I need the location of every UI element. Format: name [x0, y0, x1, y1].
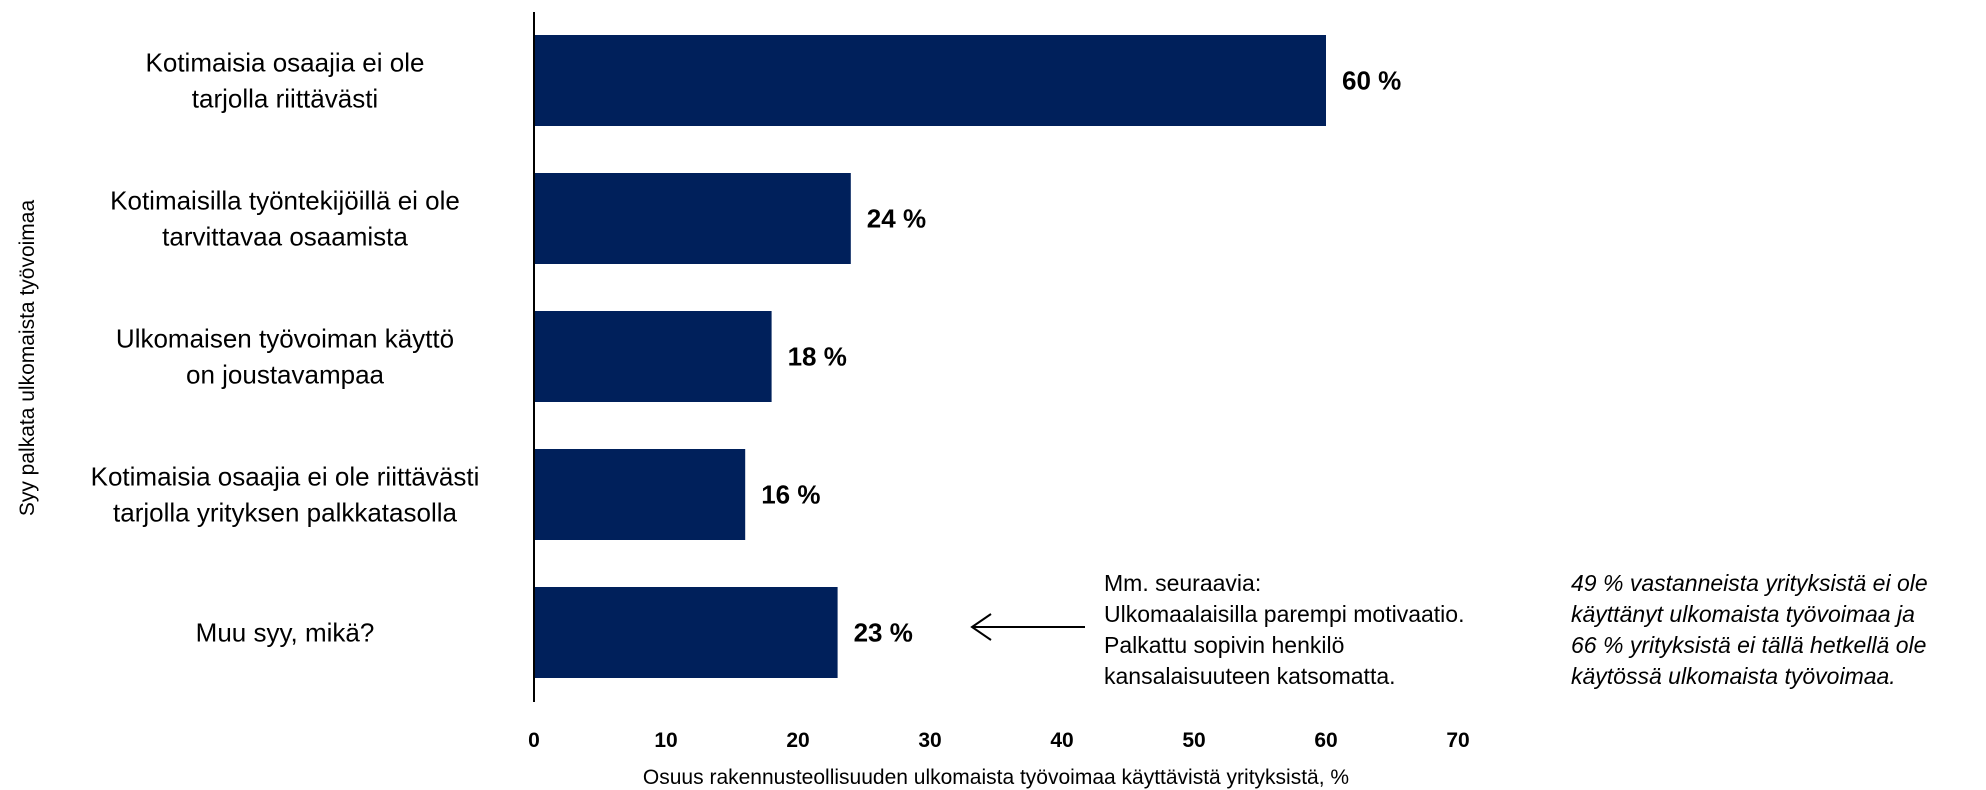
category-label-3: Ulkomaisen työvoiman käyttö on joustavamp…: [116, 324, 454, 390]
x-tick-label-10: 10: [654, 729, 677, 752]
category-label-4: Kotimaisia osaajia ei ole riittävästi tar…: [91, 462, 480, 528]
bar-4: [534, 449, 746, 540]
annotation-text: Mm. seuraavia: Ulkomaalaisilla parempi mo…: [1104, 570, 1464, 689]
bars-group: [534, 35, 1326, 678]
side-note-line-4: käytössä ulkomaista työvoimaa.: [1571, 663, 1896, 689]
annotation-line-1: Mm. seuraavia:: [1104, 570, 1261, 596]
annotation-line-3: Palkattu sopivin henkilö: [1104, 632, 1344, 658]
x-tick-label-30: 30: [918, 729, 941, 752]
x-tick-label-60: 60: [1314, 729, 1337, 752]
category-label-1: Kotimaisia osaajia ei ole tarjolla riittä…: [146, 48, 425, 114]
annotation-arrow: [970, 613, 1085, 641]
category-label-2: Kotimaisilla työntekijöillä ei ole tarvit…: [110, 186, 460, 252]
category-labels-group: Kotimaisia osaajia ei ole tarjolla riittä…: [91, 48, 480, 648]
side-note-line-2: käyttänyt ulkomaista työvoimaa ja: [1571, 601, 1915, 627]
side-note: 49 % vastanneista yrityksistä ei ole käyt…: [1571, 570, 1928, 689]
value-label-4: 16 %: [761, 480, 820, 510]
bar-2: [534, 173, 851, 264]
x-tick-label-0: 0: [528, 729, 540, 752]
value-label-5: 23 %: [854, 618, 913, 648]
x-tick-label-40: 40: [1050, 729, 1073, 752]
side-note-line-1: 49 % vastanneista yrityksistä ei ole: [1571, 570, 1928, 596]
x-tick-label-50: 50: [1182, 729, 1205, 752]
annotation-line-4: kansalaisuuteen katsomatta.: [1104, 663, 1396, 689]
value-label-3: 18 %: [788, 342, 847, 372]
x-tick-label-70: 70: [1446, 729, 1469, 752]
bar-3: [534, 311, 772, 402]
annotation-line-2: Ulkomaalaisilla parempi motivaatio.: [1104, 601, 1464, 627]
y-axis-label: Syy palkata ulkomaista työvoimaa: [16, 200, 39, 517]
category-label-5: Muu syy, mikä?: [196, 618, 375, 648]
x-axis-label: Osuus rakennusteollisuuden ulkomaista ty…: [643, 766, 1349, 789]
bar-1: [534, 35, 1326, 126]
value-labels-group: 60 % 24 % 18 % 16 % 23 %: [761, 66, 1401, 648]
x-tick-label-20: 20: [786, 729, 809, 752]
side-note-line-3: 66 % yrityksistä ei tällä hetkellä ole: [1571, 632, 1926, 658]
bar-5: [534, 587, 838, 678]
value-label-2: 24 %: [867, 204, 926, 234]
x-tick-labels-group: 0 10 20 30 40 50 60 70: [528, 729, 1470, 752]
value-label-1: 60 %: [1342, 66, 1401, 96]
